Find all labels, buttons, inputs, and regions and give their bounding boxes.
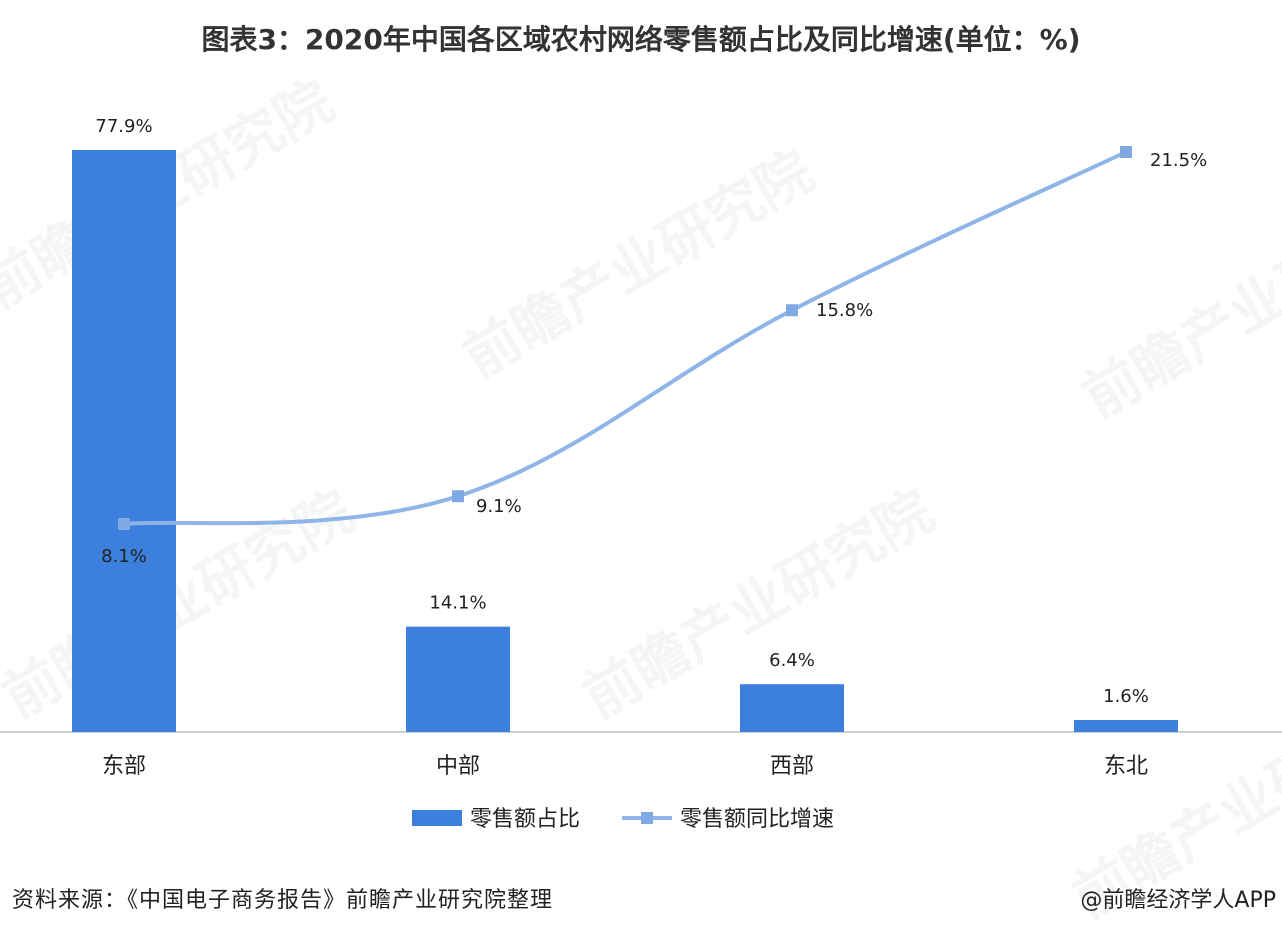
x-tick-label: 东北	[1104, 754, 1148, 779]
legend-bar-swatch	[412, 810, 462, 826]
legend-line-marker	[641, 812, 653, 824]
bar	[406, 626, 510, 732]
growth-data-label: 21.5%	[1150, 150, 1207, 171]
growth-series-line	[123, 150, 1127, 526]
x-tick-label: 中部	[436, 754, 480, 779]
growth-marker	[118, 518, 130, 530]
bar-data-label: 1.6%	[1103, 686, 1149, 707]
bar	[1074, 720, 1178, 732]
x-tick-label: 东部	[102, 754, 146, 779]
growth-data-label: 8.1%	[101, 546, 147, 567]
chart-title: 图表3：2020年中国各区域农村网络零售额占比及同比增速(单位：%)	[201, 23, 1081, 56]
bar-data-label: 77.9%	[95, 116, 152, 137]
credit-note: @前瞻经济学人APP	[1080, 888, 1276, 913]
legend-bar-label: 零售额占比	[470, 807, 580, 832]
bar-data-label: 6.4%	[769, 650, 815, 671]
x-tick-label: 西部	[770, 754, 814, 779]
legend-line-label: 零售额同比增速	[680, 807, 834, 832]
growth-marker	[452, 490, 464, 503]
bar	[740, 684, 844, 732]
bar-data-label: 14.1%	[429, 593, 486, 614]
bar	[72, 150, 176, 732]
growth-marker	[1120, 146, 1132, 158]
source-note: 资料来源：《中国电子商务报告》前瞻产业研究院整理	[12, 888, 554, 913]
growth-data-label: 15.8%	[816, 300, 873, 321]
growth-marker	[786, 304, 798, 317]
growth-data-label: 9.1%	[476, 496, 522, 517]
